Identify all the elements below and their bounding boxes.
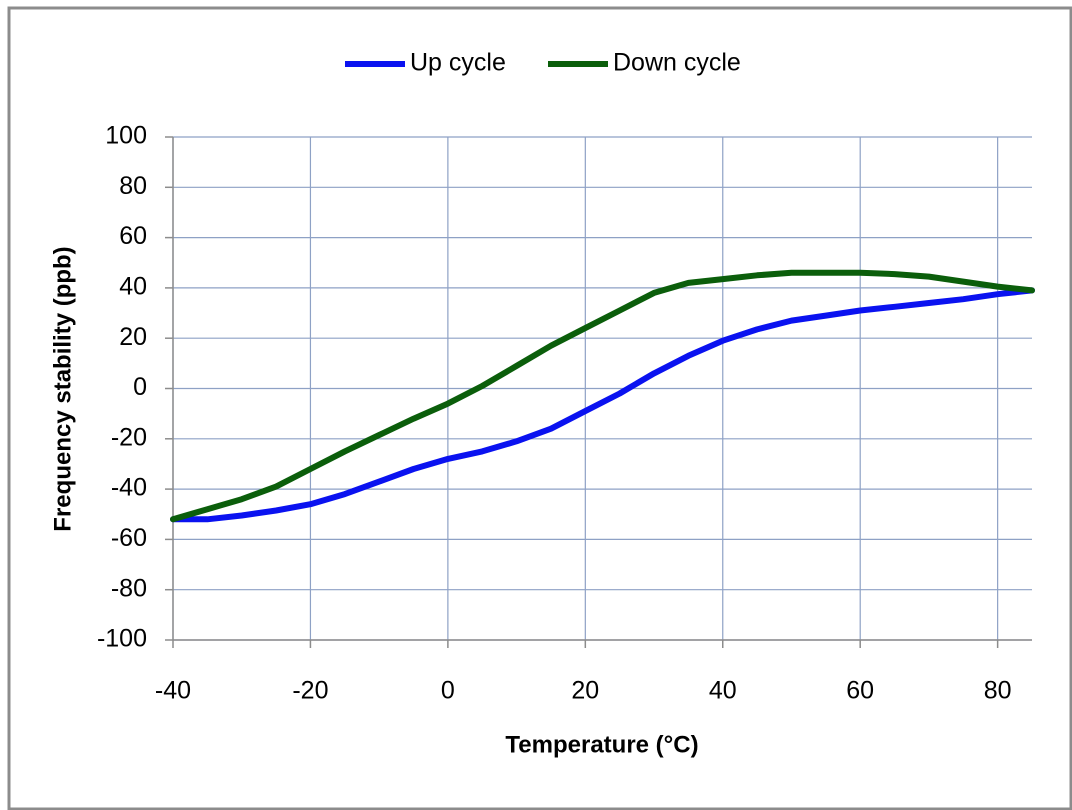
- x-tick-label: 80: [984, 677, 1012, 705]
- y-tick-label: -20: [111, 423, 147, 451]
- x-tick-label: -40: [155, 677, 191, 705]
- y-tick-label: 100: [105, 122, 147, 150]
- chart-frame: [7, 6, 1072, 810]
- x-tick-label: 0: [441, 677, 455, 705]
- y-tick-label: 40: [119, 273, 147, 301]
- data-line: [170, 269, 1035, 523]
- y-tick-label: 0: [133, 373, 147, 401]
- x-tick-label: -20: [292, 677, 328, 705]
- y-tick-label: -80: [111, 574, 147, 602]
- x-tick-label: 20: [571, 677, 599, 705]
- x-tick-label: 60: [846, 677, 874, 705]
- y-tick-label: -40: [111, 474, 147, 502]
- y-axis-label: Frequency stability (ppb): [49, 246, 76, 531]
- data-line: [170, 287, 1035, 523]
- y-tick-label: 20: [119, 323, 147, 351]
- legend-label: Up cycle: [410, 49, 506, 77]
- y-tick-label: 80: [119, 172, 147, 200]
- x-tick-label: 40: [709, 677, 737, 705]
- x-axis-label: Temperature (°C): [505, 731, 698, 758]
- y-tick-label: -60: [111, 524, 147, 552]
- y-tick-label: 60: [119, 222, 147, 250]
- legend-label: Down cycle: [613, 49, 741, 77]
- y-tick-label: -100: [97, 625, 147, 653]
